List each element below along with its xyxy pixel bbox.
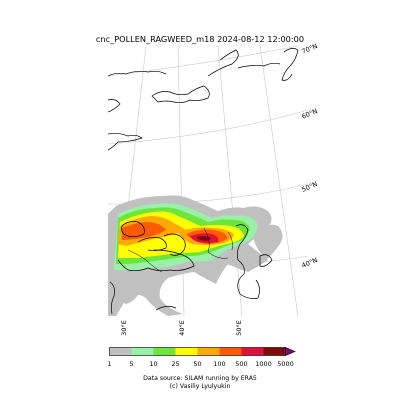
colorbar-tick-label: 100	[213, 360, 226, 368]
copyright-text: (c) Vasiliy Lyulyukin	[169, 383, 231, 390]
data-source-text: Data source: SILAM running by ERA5	[143, 375, 257, 382]
colorbar-segment	[241, 347, 264, 356]
pollen-map	[108, 46, 308, 316]
colorbar-extension-arrow	[285, 347, 296, 356]
pollen-field	[108, 195, 283, 316]
colorbar-segment	[263, 347, 286, 356]
lat-label-70: 70°N	[300, 42, 319, 56]
colorbar-tick-label: 25	[171, 360, 180, 368]
colorbar-tick-label: 10	[149, 360, 158, 368]
colorbar-segment	[175, 347, 198, 356]
colorbar-segment	[109, 347, 132, 356]
map-title: cnc_POLLEN_RAGWEED_m18 2024-08-12 12:00:…	[95, 34, 305, 44]
colorbar-tick-label: 50	[193, 360, 202, 368]
colorbar-tick-label: 1	[107, 360, 112, 368]
country-borders	[127, 227, 233, 273]
coastlines	[108, 48, 299, 315]
colorbar-segment	[197, 347, 220, 356]
colorbar	[109, 347, 296, 356]
lon-label-50: 50°E	[234, 320, 243, 336]
colorbar-segment	[219, 347, 242, 356]
colorbar-tick-label: 500	[235, 360, 248, 368]
colorbar-tick-label: 5	[129, 360, 134, 368]
colorbar-segment	[153, 347, 176, 356]
colorbar-tick-label: 5000	[277, 360, 294, 368]
lon-label-40: 40°E	[177, 320, 186, 336]
colorbar-tick-label: 1000	[255, 360, 272, 368]
lon-label-30: 30°E	[119, 320, 128, 336]
colorbar-segment	[131, 347, 154, 356]
